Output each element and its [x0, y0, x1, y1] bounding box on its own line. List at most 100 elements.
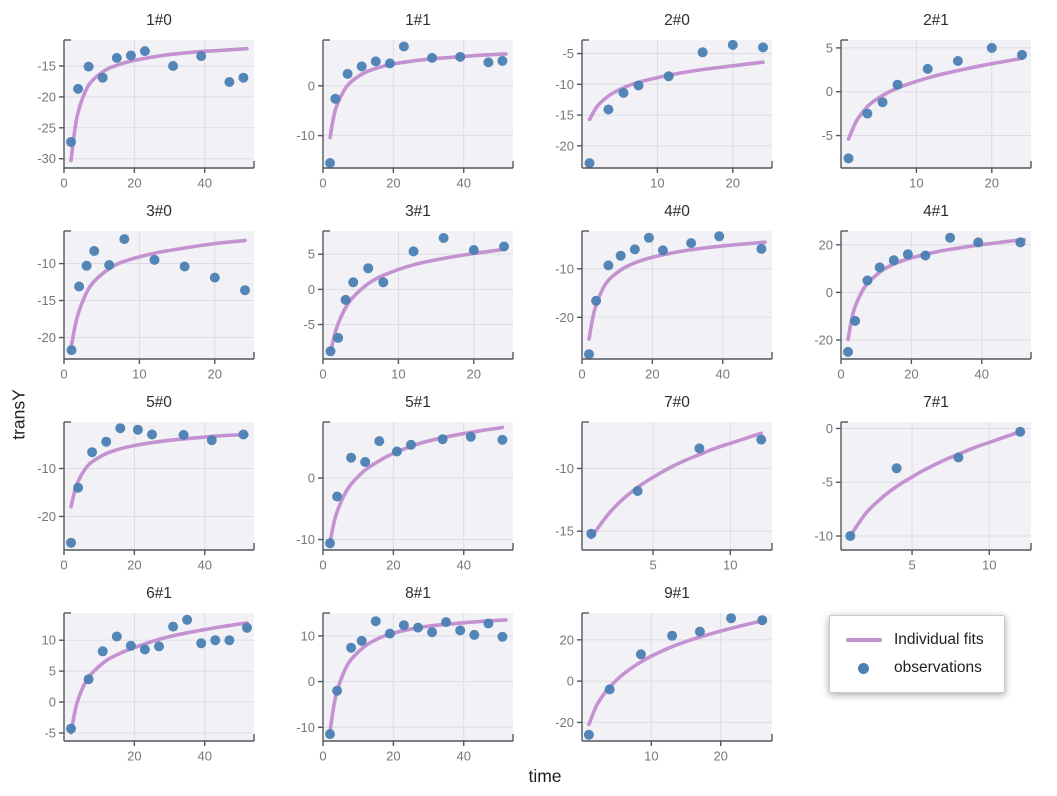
facet-title: 1#0	[146, 12, 172, 29]
facet-title: 4#1	[923, 203, 949, 220]
observation-point	[356, 61, 367, 72]
observation-point	[632, 486, 643, 496]
x-tick-label: 5	[649, 558, 656, 573]
axes	[318, 230, 514, 364]
observations-group	[583, 613, 768, 740]
observations-group	[66, 234, 250, 356]
observation-point	[843, 346, 853, 357]
y-tick-label: -5	[562, 46, 574, 61]
x-tick-label: 10	[391, 367, 405, 382]
y-tick-label: -10	[814, 529, 833, 544]
observation-point	[441, 617, 452, 628]
axes	[577, 612, 773, 746]
observation-point	[196, 51, 207, 62]
fit-line	[328, 52, 508, 140]
x-tick-label: 0	[60, 558, 67, 573]
observation-point	[66, 723, 76, 734]
facet-panel: 1#1 0 -10 0 20 40	[275, 6, 534, 197]
observation-point	[363, 263, 374, 274]
x-tick-label: 10	[982, 558, 996, 573]
observation-point	[973, 237, 984, 248]
y-tick-label: 20	[819, 237, 833, 252]
observation-point	[469, 629, 480, 640]
y-tick-label: 0	[308, 78, 315, 93]
y-tick-label: -10	[296, 532, 315, 547]
observation-point	[332, 685, 343, 696]
observation-point	[168, 61, 179, 71]
x-tick-label: 0	[319, 558, 326, 573]
observation-point	[455, 625, 466, 636]
y-tick-label: 5	[826, 40, 833, 55]
facet-plot: -10 -15 -20 0 10 20	[37, 230, 255, 382]
observation-point	[182, 614, 193, 625]
observation-point	[83, 674, 94, 685]
facet-plot: 5 0 -5 10 20	[821, 39, 1032, 191]
x-tick-label: 0	[837, 367, 844, 382]
gridlines	[841, 422, 1031, 550]
observation-point	[427, 52, 438, 63]
observation-point	[242, 622, 252, 633]
x-tick-label: 0	[319, 749, 326, 764]
legend: Individual fits observations	[829, 615, 1005, 693]
x-tick-label: 40	[457, 558, 471, 573]
x-tick-label: 10	[132, 367, 146, 382]
y-tick-label: -10	[555, 77, 574, 92]
x-tick-label: 0	[60, 367, 67, 382]
y-tick-label: -10	[296, 720, 315, 735]
y-tick-label: 0	[567, 674, 574, 689]
axes	[59, 230, 255, 364]
observations-group	[66, 614, 252, 734]
facet-plot: 10 0 -10 0 20 40	[296, 612, 514, 764]
observation-point	[843, 153, 854, 164]
axes	[318, 612, 514, 746]
facet-panel: 5#1 0 -10 0 20 40	[275, 388, 534, 579]
facet-plot: 5 0 -5 0 10 20	[303, 230, 514, 382]
observation-point	[408, 246, 419, 257]
fit-line	[589, 431, 763, 540]
legend-cell: Individual fits observations	[793, 579, 1052, 770]
observation-point	[209, 272, 220, 283]
observation-point	[342, 68, 353, 79]
axes	[577, 39, 773, 173]
y-tick-label: -5	[821, 128, 833, 143]
observation-point	[73, 482, 84, 493]
facet-plot: 0 -10 0 20 40	[296, 39, 514, 191]
observation-point	[406, 439, 416, 450]
observation-point	[438, 233, 449, 243]
facet-plot: -10 -20 0 20 40	[555, 230, 773, 382]
observation-point	[224, 635, 235, 646]
y-tick-label: -5	[303, 317, 315, 332]
plot-background	[323, 613, 513, 741]
observation-point	[437, 434, 448, 445]
observation-point	[862, 108, 873, 119]
observation-point	[584, 158, 595, 169]
fit-line	[69, 432, 249, 509]
fit-line-swatch	[846, 638, 882, 642]
observation-point	[340, 294, 351, 305]
y-tick-label: -20	[37, 330, 56, 345]
observation-point	[238, 429, 249, 440]
observation-point	[378, 277, 389, 288]
observation-point	[104, 260, 115, 270]
observation-point	[756, 243, 767, 254]
facet-panel: 2#1 5 0 -5 10 20	[793, 6, 1052, 197]
observation-point	[346, 452, 357, 463]
observations-group	[843, 42, 1027, 164]
observations-group	[325, 431, 508, 549]
x-tick-label: 0	[60, 176, 67, 191]
observation-point	[635, 649, 646, 660]
observation-point	[657, 245, 668, 256]
y-tick-label: 10	[42, 633, 56, 648]
observation-point	[89, 246, 100, 256]
y-tick-label: 0	[826, 285, 833, 300]
observation-point	[168, 621, 179, 632]
observation-point	[874, 262, 885, 273]
observation-point	[125, 50, 136, 61]
axes	[59, 612, 255, 746]
observation-point	[629, 244, 640, 255]
y-tick-label: -10	[296, 128, 315, 143]
x-tick-label: 40	[198, 558, 212, 573]
axes	[836, 421, 1032, 555]
observation-point	[953, 452, 964, 463]
